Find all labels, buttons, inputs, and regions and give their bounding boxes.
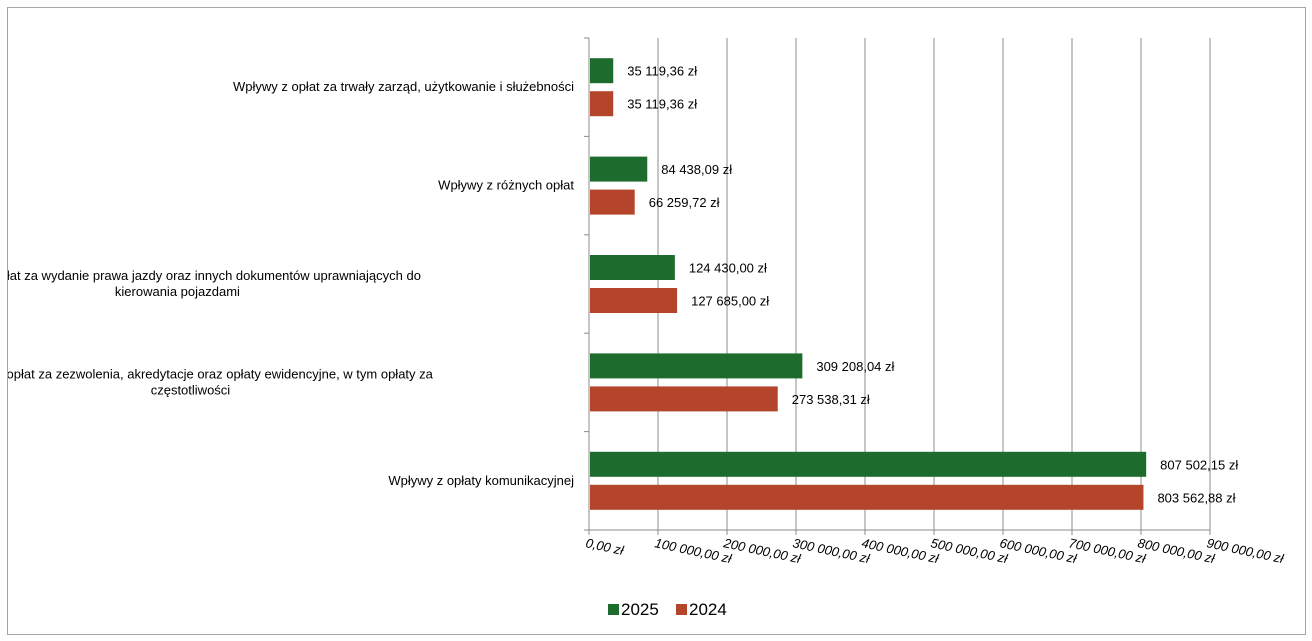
bar-2024 (590, 484, 1144, 510)
x-tick-label: 500 000,00 zł (929, 535, 1010, 566)
legend-swatch-2025 (608, 604, 619, 615)
data-label-2024: 35 119,36 zł (627, 97, 697, 112)
bar-2025 (590, 451, 1147, 477)
bar-2024 (590, 288, 678, 313)
data-label-2025: 35 119,36 zł (627, 64, 697, 79)
x-tick-label: 200 000,00 zł (721, 535, 803, 566)
data-label-2024: 127 685,00 zł (691, 294, 769, 309)
data-label-2025: 84 438,09 zł (661, 162, 732, 177)
bar-2024 (590, 189, 635, 215)
data-label-2024: 273 538,31 zł (792, 392, 870, 407)
x-tick-label: 100 000,00 zł (653, 535, 734, 566)
axes (584, 37, 1211, 535)
x-tick-label: 400 000,00 zł (860, 535, 941, 566)
category-label-line: Wpływy z opłat za wydanie prawa jazdy or… (8, 268, 421, 283)
category-label: Wpływy z opłat za wydanie prawa jazdy or… (8, 268, 421, 299)
bar-2024 (590, 386, 778, 412)
legend: 2025 2024 (608, 600, 727, 619)
legend-swatch-2024 (676, 604, 687, 615)
bar-chart: Wpływy z opłat za trwały zarząd, użytkow… (8, 37, 1286, 619)
bar-2025 (590, 58, 614, 84)
bar-2025 (590, 255, 675, 280)
data-label-2024: 66 259,72 zł (649, 195, 720, 210)
category-label: Wpływy z opłat za zezwolenia, akredytacj… (8, 366, 434, 397)
bars (590, 58, 1147, 510)
x-tick-label: 800 000,00 zł (1136, 535, 1217, 566)
gridlines (657, 38, 1211, 530)
x-tick-label: 300 000,00 zł (791, 535, 872, 566)
data-label-2025: 124 430,00 zł (689, 261, 767, 276)
value-labels: 35 119,36 zł 35 119,36 zł 84 438,09 zł 66 2… (627, 64, 1238, 506)
x-tick-label: 0,00 zł (584, 535, 626, 558)
data-label-2025: 309 208,04 zł (816, 359, 894, 374)
chart-frame: Wpływy z opłat za trwały zarząd, użytkow… (7, 7, 1306, 635)
category-labels: Wpływy z opłat za trwały zarząd, użytkow… (8, 79, 574, 488)
category-label-line: kierowania pojazdami (115, 284, 240, 299)
data-label-2024: 803 562,88 zł (1157, 490, 1235, 505)
category-label: Wpływy z opłat za trwały zarząd, użytkow… (233, 79, 574, 94)
data-label-2025: 807 502,15 zł (1160, 457, 1238, 472)
x-tick-label: 700 000,00 zł (1067, 535, 1148, 566)
legend-label-2025: 2025 (621, 600, 659, 619)
category-label: Wpływy z różnych opłat (438, 178, 574, 193)
category-label: Wpływy z opłaty komunikacyjnej (388, 473, 574, 488)
bar-2025 (590, 156, 648, 182)
category-label-line: Wpływy z opłat za zezwolenia, akredytacj… (8, 366, 434, 381)
x-tick-label: 600 000,00 zł (998, 535, 1079, 566)
legend-label-2024: 2024 (689, 600, 727, 619)
x-tick-label: 900 000,00 zł (1205, 535, 1286, 566)
bar-2024 (590, 91, 614, 117)
category-label-line: częstotliwości (151, 382, 231, 397)
bar-2025 (590, 353, 803, 379)
